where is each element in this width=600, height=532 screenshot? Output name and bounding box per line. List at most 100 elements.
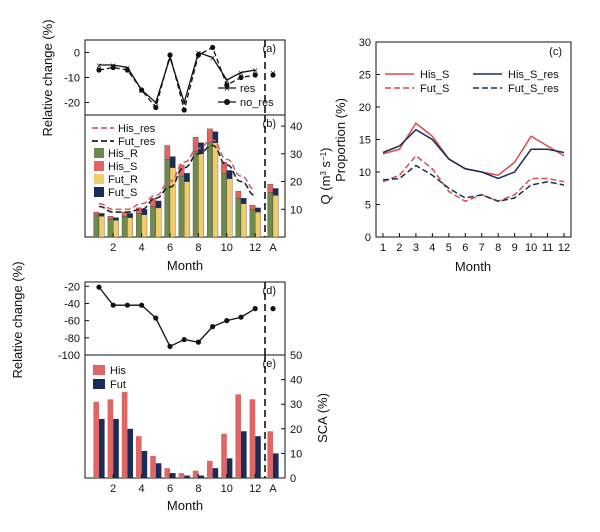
bar-sca-fut [155, 463, 162, 478]
bar-sca-his [136, 436, 142, 478]
panel-c-xtick-label: 7 [479, 242, 485, 254]
panel-b-label: (b) [263, 118, 276, 130]
legend-swatch-fut-s [94, 187, 104, 197]
legend-label-his-s-c: His_S [420, 69, 449, 81]
point-no-res [124, 67, 130, 73]
panel-b-plot [93, 115, 279, 238]
legend-label-res: res [240, 83, 256, 95]
panel-a: (a) 0 -10 -20 ××××××××××××× × res no_res [64, 39, 286, 116]
panel-c-xlabel: Month [455, 259, 491, 274]
legend-swatch-his-s [94, 161, 104, 171]
bar-sca-his [150, 455, 156, 478]
bar-fut-s-annual [272, 188, 279, 196]
legend-swatch-fut-r [94, 174, 104, 184]
panel-b-xtick-tick-label-annual: A [269, 242, 277, 254]
legend-swatch-fut [93, 379, 105, 389]
bar-his-s [178, 164, 185, 177]
panel-d-ytick-label: -60 [64, 316, 80, 328]
point-no-res [195, 52, 201, 58]
panel-e-ylabel-right: SCA (%) [315, 393, 330, 443]
panel-e-ytick-label: 50 [290, 350, 302, 362]
panel-e-xtick-tick-label: 4 [139, 483, 145, 495]
bar-sca-his-annual [267, 431, 273, 478]
legend-label-his: His [110, 365, 126, 377]
point-sca-change [238, 314, 244, 320]
point-no-res [181, 107, 187, 113]
panel-e-xticks: 2 4 6 8 10 12 A [110, 474, 277, 495]
line-his-s-res [382, 128, 565, 180]
panel-b-yticks: 10 20 30 40 [281, 121, 302, 216]
panel-e-label: (e) [263, 358, 276, 370]
point-sca-change [96, 284, 102, 290]
bar-his-s-annual [267, 184, 274, 193]
point-no-res [238, 74, 244, 81]
panel-d-yticks: -20 -40 -60 -80 -100 [58, 281, 89, 362]
point-res: × [210, 54, 216, 65]
panel-b-xticks: 2 4 6 8 10 12 A [110, 233, 277, 254]
legend-label-no-res: no_res [240, 97, 274, 109]
panel-c-xtick-label: 3 [413, 242, 419, 254]
bar-his-r [136, 213, 142, 238]
line-fut-s [382, 154, 565, 203]
bar-fut-r [113, 220, 119, 238]
bar-fut-r [141, 214, 148, 238]
panel-d-plot [96, 282, 276, 355]
panel-c-label: (c) [549, 46, 562, 58]
point-sca-change [252, 306, 258, 312]
bar-sca-his [249, 399, 256, 478]
bar-fut-s [255, 207, 261, 213]
point-no-res [252, 72, 258, 78]
legend-marker-res: × [224, 83, 230, 95]
panel-e-xlabel: Month [167, 498, 203, 513]
panel-b-legend: His_res Fut_res His_R His_S Fut_R Fut_S [92, 123, 156, 199]
bar-sca-fut [184, 475, 190, 478]
bar-sca-fut [141, 450, 148, 478]
panel-c-ytick-label: 30 [359, 37, 371, 49]
point-sca-change-annual [270, 306, 276, 312]
panel-e-plot [93, 355, 279, 478]
bar-his-r [107, 218, 114, 238]
panel-c-xtick-label: 2 [396, 242, 402, 254]
legend-label-his-res: His_res [118, 123, 156, 135]
bar-his-s [221, 161, 227, 174]
panel-d-ytick-label: -100 [58, 350, 80, 362]
panel-e-xtick-tick-label: 8 [195, 483, 201, 495]
panel-c-xtick-label: 6 [462, 242, 468, 254]
point-res: × [252, 66, 258, 77]
point-sca-change [224, 318, 230, 324]
point-res: × [153, 99, 159, 110]
bar-fut-r [226, 178, 233, 238]
panel-d-label: (d) [263, 285, 276, 297]
legend-label-fut-s-res: Fut_S_res [508, 83, 559, 95]
point-no-res [153, 104, 159, 111]
point-sca-change [195, 339, 201, 345]
panel-d-ytick-label: -80 [64, 333, 80, 345]
panel-e-xtick-tick-label: 10 [221, 483, 233, 495]
panel-b-ylabel-right: Q (m3 s−1) [318, 148, 333, 205]
panel-a-ytick-label: 0 [74, 48, 80, 60]
point-sca-change [110, 302, 116, 308]
bar-fut-s [141, 209, 148, 215]
bar-his-s [164, 145, 171, 160]
bar-sca-fut [127, 428, 133, 478]
bar-his-s [249, 204, 256, 210]
panel-b-xlabel: Month [167, 258, 203, 273]
panel-d-ytick-label: -20 [64, 281, 80, 293]
point-sca-change [167, 343, 173, 350]
panel-c-xtick-label: 1 [380, 242, 386, 254]
bar-fut-r [155, 207, 162, 238]
bar-fut-r [98, 216, 105, 238]
panel-a-label: (a) [263, 43, 276, 55]
panel-c-xtick-label: 10 [525, 242, 537, 254]
panel-c-ytick-label: 20 [359, 102, 371, 114]
bar-fut-r [255, 211, 261, 238]
bar-sca-his [207, 460, 213, 478]
line-his-res [98, 139, 256, 211]
panel-e-xtick-tick-label: 6 [167, 483, 173, 495]
panel-c-ytick-label: 5 [365, 200, 371, 212]
panel-d-ylabel: Relative change (%) [10, 261, 25, 378]
bar-fut-s [155, 200, 162, 209]
series-res-line [99, 51, 256, 105]
bar-sca-fut [212, 468, 219, 478]
